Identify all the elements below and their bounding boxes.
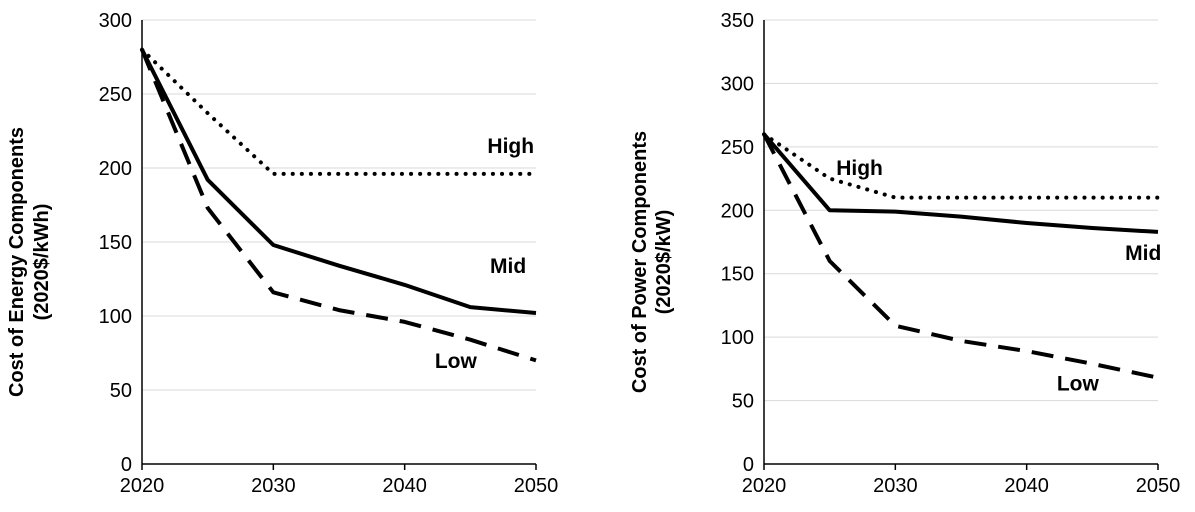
x-tick-label: 2030	[251, 475, 296, 497]
y-tick-label: 50	[110, 380, 132, 402]
y-tick-label: 250	[721, 137, 754, 159]
series-label-high: High	[836, 157, 883, 180]
x-tick-label: 2040	[382, 475, 427, 497]
y-tick-label: 200	[99, 158, 132, 180]
y-tick-label: 250	[99, 84, 132, 106]
y-tick-label: 300	[99, 10, 132, 32]
y-axis-title: Cost of Power Components	[629, 131, 651, 393]
y-tick-label: 200	[721, 200, 754, 222]
y-tick-label: 100	[99, 306, 132, 328]
x-tick-label: 2050	[1136, 475, 1181, 497]
chart-1: 0 50 100 150 200 250 300 2020 2030 2040 2050 Cost o…	[6, 10, 558, 497]
series-label-high: High	[487, 135, 534, 158]
x-tick-label: 2040	[1004, 475, 1049, 497]
y-tick-label: 100	[721, 327, 754, 349]
y-axis-units: (2020$/kW)	[653, 210, 675, 315]
series-label-mid: Mid	[1125, 242, 1161, 265]
y-tick-label: 300	[721, 73, 754, 95]
x-tick-label: 2030	[873, 475, 918, 497]
y-tick-label: 0	[121, 454, 132, 476]
y-axis-units: (2020$/kWh)	[31, 204, 53, 321]
series-label-mid: Mid	[490, 255, 526, 278]
series-line-mid	[762, 132, 1159, 234]
chart-2: 0 50 100 150 200 250 300 350 2020 2030 2040 2050 Cos…	[629, 10, 1180, 497]
y-tick-label: 50	[732, 391, 754, 413]
x-tick-label: 2020	[742, 475, 787, 497]
x-tick-label: 2050	[514, 475, 559, 497]
series-line-high	[762, 132, 1160, 200]
y-tick-label: 350	[721, 10, 754, 32]
series-line-low	[140, 48, 537, 363]
series-label-low: Low	[435, 350, 478, 373]
y-tick-label: 150	[99, 232, 132, 254]
series-line-low	[762, 133, 1159, 380]
y-tick-label: 150	[721, 264, 754, 286]
x-tick-label: 2020	[120, 475, 165, 497]
series-label-low: Low	[1057, 372, 1100, 395]
y-tick-label: 0	[743, 454, 754, 476]
series-line-high	[140, 47, 538, 176]
series-line-mid	[140, 48, 537, 315]
y-axis-title: Cost of Energy Components	[6, 127, 28, 397]
